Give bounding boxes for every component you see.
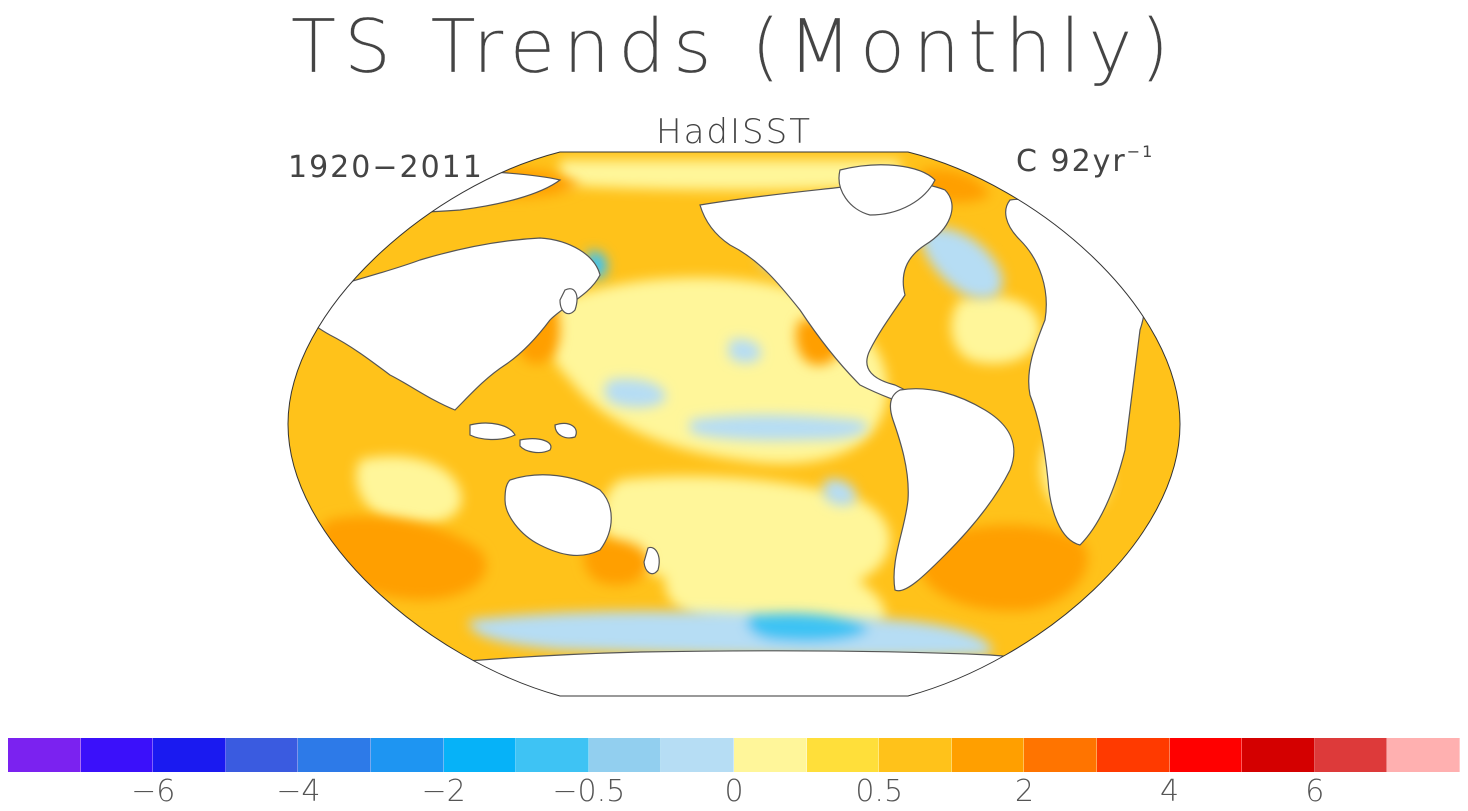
colorbar-swatch — [661, 738, 734, 772]
period-label: 1920−2011 — [288, 150, 484, 185]
colorbar-swatch — [588, 738, 662, 772]
colorbar-swatch — [1242, 738, 1315, 772]
colorbar-swatch — [1314, 738, 1388, 772]
units-exponent: −1 — [1126, 142, 1155, 161]
colorbar-swatch — [443, 738, 517, 772]
colorbar-swatch — [1096, 738, 1170, 772]
colorbar-tick-label: 2 — [1014, 774, 1034, 809]
colorbar-swatch — [879, 738, 952, 772]
colorbar-tick-label: 0 — [724, 774, 744, 809]
colorbar-tick-label: 0.5 — [855, 774, 904, 809]
ocean-field — [288, 152, 1180, 696]
colorbar-swatch — [370, 738, 444, 772]
colorbar-swatch — [298, 738, 371, 772]
colorbar-swatch — [806, 738, 880, 772]
world-map — [287, 151, 1181, 697]
colorbar-swatch — [1024, 738, 1097, 772]
colorbar-swatch — [80, 738, 154, 772]
colorbar-labels: −6 −4 −2 −0.5 0 0.5 2 4 6 — [0, 772, 1468, 810]
colorbar-swatch — [8, 738, 81, 772]
colorbar-tick-label: −6 — [131, 774, 176, 809]
map-title: TS Trends (Monthly) — [290, 4, 1178, 90]
colorbar-swatch — [951, 738, 1025, 772]
colorbar-swatch — [733, 738, 807, 772]
colorbar-tick-label: 6 — [1305, 774, 1325, 809]
colorbar-swatch — [1387, 738, 1460, 772]
colorbar-tick-label: −0.5 — [552, 774, 626, 809]
dataset-subtitle: HadISST — [656, 112, 812, 152]
colorbar-tick-label: 4 — [1160, 774, 1180, 809]
colorbar-swatch — [225, 738, 299, 772]
colorbar-swatch — [516, 738, 589, 772]
units-label: C 92yr−1 — [1016, 142, 1155, 179]
colorbar-tick-label: −2 — [421, 774, 466, 809]
colorbar-tick-label: −4 — [276, 774, 321, 809]
colorbar-swatch — [153, 738, 226, 772]
globe-outline — [287, 151, 1181, 697]
colorbar — [8, 738, 1460, 772]
colorbar-swatch — [1169, 738, 1243, 772]
units-base: C 92yr — [1016, 144, 1127, 179]
